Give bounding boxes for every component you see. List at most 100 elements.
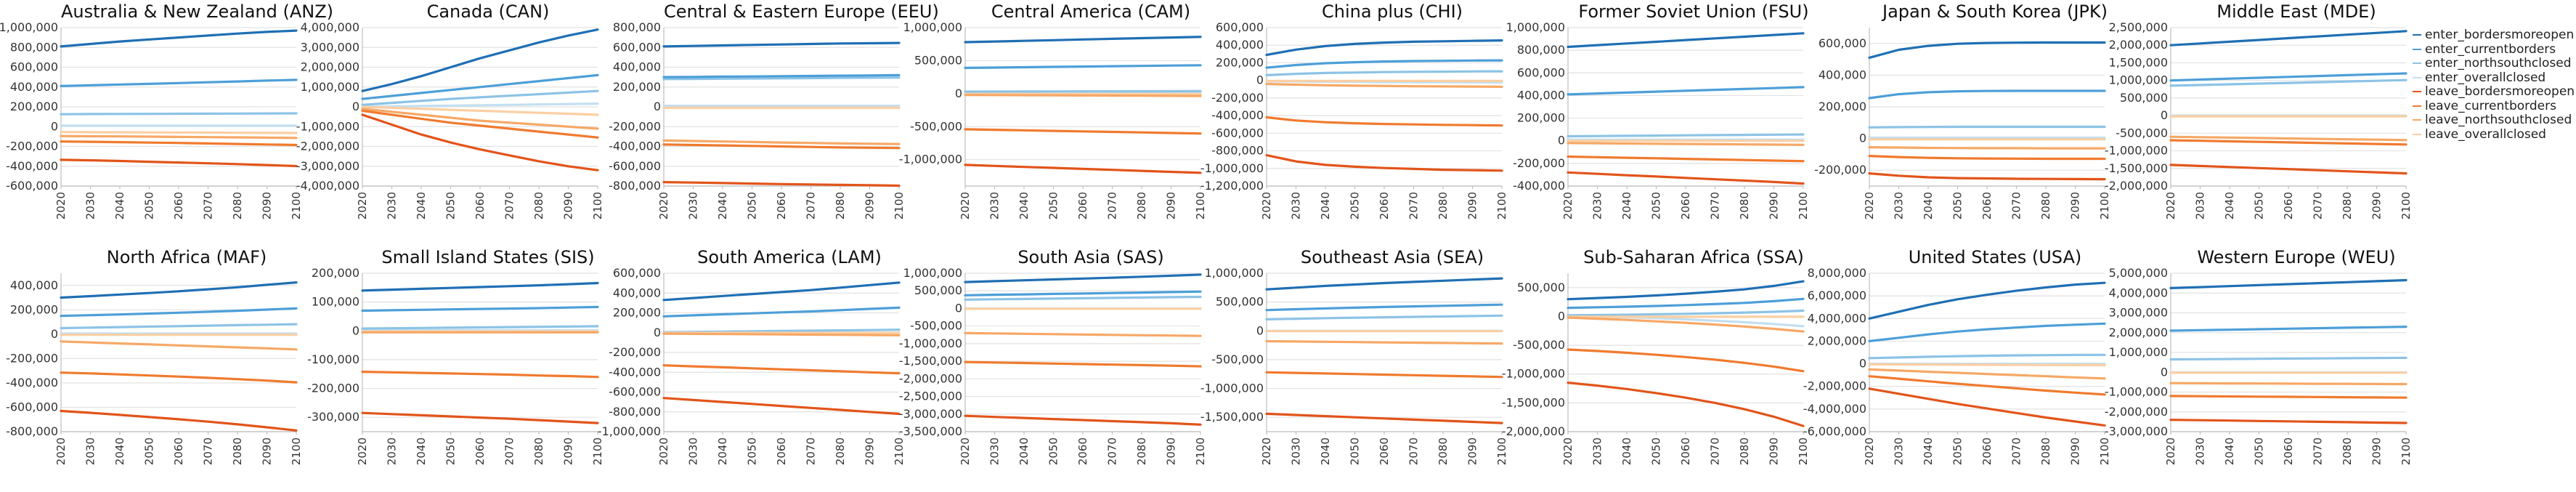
x-tick-label: 2070 (805, 437, 818, 465)
series-line-enter-bordersmoreopen (1265, 277, 1503, 291)
legend-label: enter_currentborders (2425, 41, 2556, 57)
x-tick-label: 2030 (1290, 192, 1303, 219)
y-tick-label: 600,000 (1517, 65, 1565, 79)
x-tick-label: 2050 (746, 192, 759, 219)
y-tick-label: 0 (955, 86, 962, 100)
series-line-leave-northsouthclosed (60, 134, 298, 140)
x-tick-label: 2070 (1106, 192, 1119, 219)
x-tick-label: 2020 (54, 437, 68, 465)
x-tick-label: 2020 (1260, 192, 1273, 219)
y-tick-label: 600,000 (1216, 20, 1264, 34)
series-line-leave-bordersmoreopen (1567, 382, 1805, 427)
y-tick-label: 400,000 (1517, 88, 1565, 102)
x-tick-label: 2070 (805, 192, 818, 219)
series-line-leave-bordersmoreopen (1265, 412, 1503, 424)
y-tick-label: 2,500,000 (2109, 20, 2168, 34)
x-tick-label: 2090 (261, 192, 274, 219)
line-chart: -1,000,000 -500,000 0 500,000 1,000,000 2020 2… (899, 20, 1207, 219)
y-tick-label: -1,000,000 (2105, 385, 2168, 399)
legend-swatch (2413, 34, 2421, 36)
x-tick-label: 2080 (1738, 437, 1751, 465)
x-tick-label: 2080 (2039, 192, 2052, 219)
series-line-leave-bordersmoreopen (60, 409, 298, 432)
chart-title: Western Europe (WEU) (2197, 247, 2396, 267)
y-tick-label: 400,000 (10, 80, 58, 94)
x-tick-label: 2040 (1922, 192, 1935, 219)
chart-panel-china-plus-chi: China plus (CHI) -1,200,000 -1,000,000 -800… (1200, 0, 1518, 240)
series-line-enter-bordersmoreopen (361, 281, 599, 292)
series-line-leave-northsouthclosed (361, 108, 599, 130)
y-tick-label: 400,000 (613, 286, 661, 299)
x-tick-label: 2060 (1076, 437, 1089, 465)
y-tick-label: 200,000 (613, 306, 661, 320)
x-tick-label: 2090 (1165, 192, 1178, 219)
series-line-leave-northsouthclosed (1868, 146, 2106, 150)
legend-swatch (2413, 48, 2421, 50)
line-chart: -1,200,000 -1,000,000 -800,000 -600,000 -400… (1200, 20, 1508, 219)
chart-title: United States (USA) (1908, 247, 2082, 267)
chart-panel-central-america-cam: Central America (CAM) -1,000,000 -500,000 0… (899, 0, 1216, 240)
x-tick-label: 2090 (562, 192, 575, 219)
y-tick-label: 1,500,000 (2109, 55, 2168, 69)
x-tick-label: 2100 (1194, 192, 1207, 219)
y-tick-label: 500,000 (2120, 91, 2168, 105)
line-chart: -2,000,000 -1,500,000 -1,000,000 -500,000 0 5… (1502, 273, 1810, 465)
x-tick-label: 2050 (1047, 437, 1060, 465)
y-tick-label: -1,000,000 (1200, 161, 1264, 175)
y-tick-label: 200,000 (1517, 111, 1565, 125)
line-chart: -1,000,000 -800,000 -600,000 -400,000 -200,0… (598, 266, 906, 465)
series-line-enter-bordersmoreopen (1567, 32, 1805, 49)
y-tick-label: 600,000 (613, 40, 661, 54)
series-line-leave-northsouthclosed (662, 139, 901, 145)
legend-swatch (2413, 91, 2421, 92)
chart-panel-southeast-asia-sea: Southeast Asia (SEA) -1,500,000 -1,000,000… (1200, 246, 1518, 485)
line-chart: -400,000 -200,000 0 200,000 400,000 600,000 80… (1506, 20, 1810, 219)
y-tick-label: 1,000,000 (1205, 266, 1264, 280)
legend-item-leave-currentborders: leave_currentborders (2413, 99, 2576, 113)
y-tick-label: -2,000,000 (1803, 379, 1866, 393)
chart-title: South Asia (SAS) (1017, 247, 1164, 267)
y-tick-label: 8,000,000 (1808, 266, 1866, 280)
x-tick-label: 2100 (591, 437, 604, 465)
series-line-enter-bordersmoreopen (964, 36, 1202, 44)
x-tick-label: 2030 (687, 192, 700, 219)
y-tick-label: 200,000 (10, 100, 58, 113)
y-tick-label: -300,000 (307, 410, 359, 424)
x-tick-label: 2020 (959, 192, 972, 219)
series-line-enter-currentborders (1868, 322, 2106, 342)
x-tick-label: 2040 (113, 192, 126, 219)
x-tick-label: 2050 (2253, 192, 2266, 219)
x-tick-label: 2050 (1951, 437, 1964, 465)
y-tick-label: 400,000 (1216, 38, 1264, 52)
series-line-enter-currentborders (1567, 86, 1805, 96)
legend-label: enter_northsouthclosed (2425, 56, 2572, 70)
x-tick-label: 2040 (2223, 192, 2236, 219)
series-line-leave-currentborders (60, 371, 298, 384)
x-tick-label: 2080 (1437, 437, 1450, 465)
x-tick-label: 2040 (716, 192, 729, 219)
y-tick-label: 1,000,000 (903, 266, 962, 280)
x-tick-label: 2030 (84, 437, 97, 465)
series-line-enter-northsouthclosed (964, 89, 1202, 93)
y-tick-label: 800,000 (10, 40, 58, 54)
x-tick-label: 2100 (1194, 437, 1207, 465)
chart-panel-canada-can: Canada (CAN) -4,000,000 -3,000,000 -2,000,0… (296, 0, 614, 240)
series-line-leave-bordersmoreopen (1868, 387, 2106, 427)
legend-swatch (2413, 119, 2421, 121)
x-tick-label: 2020 (1863, 437, 1876, 465)
x-tick-label: 2060 (1679, 437, 1692, 465)
series-line-enter-currentborders (2169, 325, 2408, 332)
chart-title: Japan & South Korea (JPK) (1882, 1, 2108, 22)
x-tick-label: 2020 (657, 437, 670, 465)
y-tick-label: 3,000,000 (301, 40, 359, 54)
chart-title: Southeast Asia (SEA) (1300, 247, 1484, 267)
legend-swatch (2413, 76, 2421, 78)
series-line-leave-northsouthclosed (1567, 142, 1805, 146)
x-tick-label: 2100 (893, 192, 906, 219)
series-line-enter-currentborders (361, 305, 599, 312)
x-tick-label: 2020 (356, 192, 369, 219)
x-tick-label: 2030 (1591, 437, 1604, 465)
y-tick-label: -2,000,000 (2105, 179, 2168, 193)
legend-item-leave-overallclosed: leave_overallclosed (2413, 127, 2576, 142)
x-tick-label: 2060 (2282, 192, 2295, 219)
